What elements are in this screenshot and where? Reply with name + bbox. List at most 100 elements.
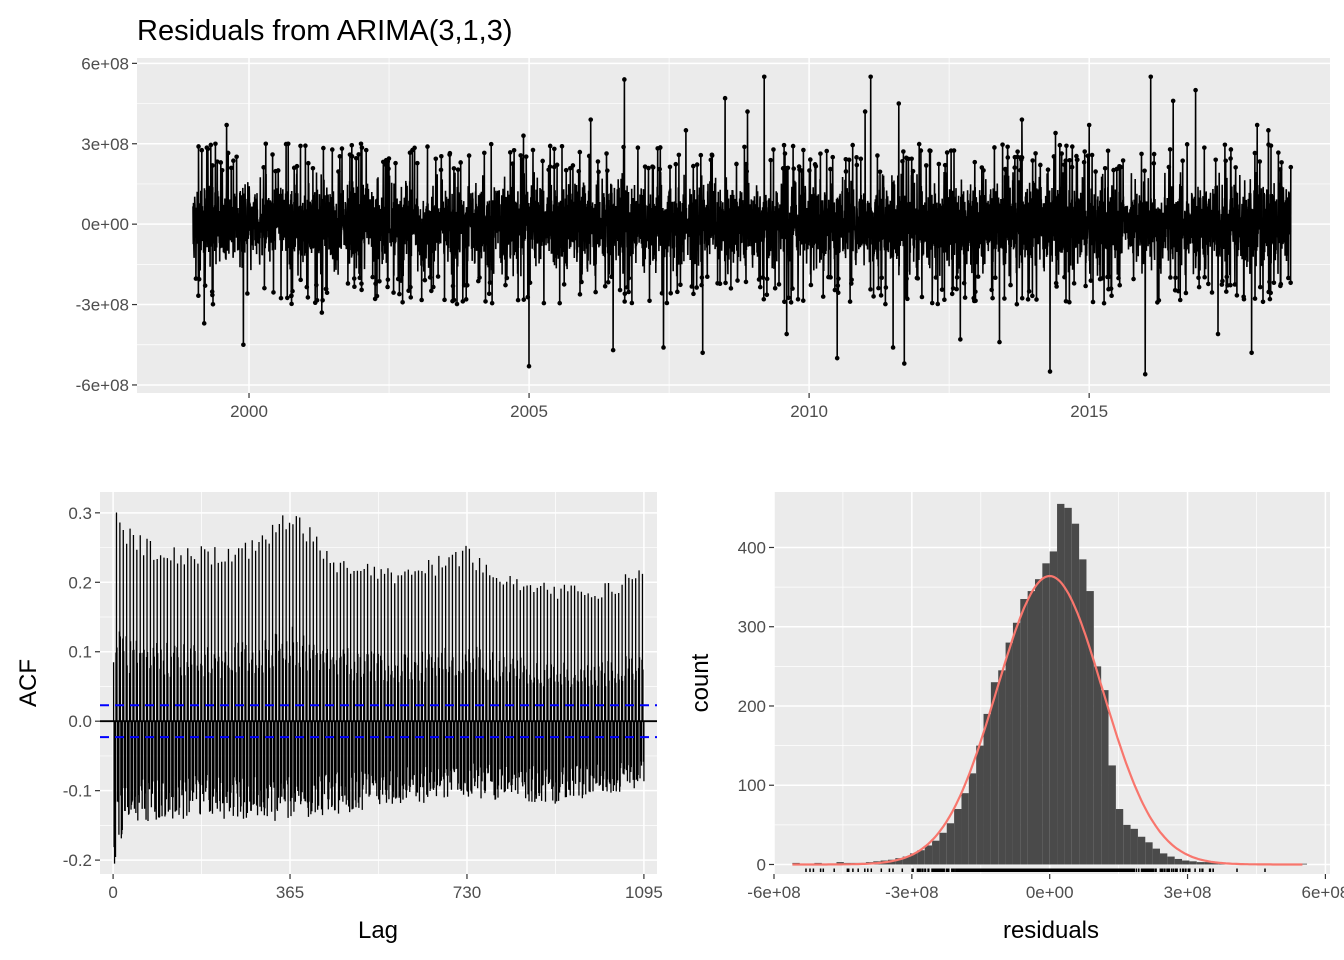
residual-point [664, 300, 670, 306]
residual-point [734, 161, 739, 167]
residual-point [547, 164, 553, 169]
residual-point [482, 150, 487, 156]
residual-point [1038, 162, 1043, 168]
residual-point [768, 157, 773, 163]
residual-point [828, 275, 833, 280]
residual-point [278, 295, 284, 301]
residual-point [451, 297, 457, 303]
residual-point [1082, 149, 1088, 154]
residual-point [772, 285, 778, 291]
residual-point [604, 151, 609, 156]
residual-point [398, 278, 404, 283]
residual-point [1184, 142, 1190, 147]
residual-point [324, 290, 330, 296]
residual-point [477, 275, 482, 280]
residual-point [1053, 130, 1058, 136]
residual-point [790, 143, 796, 149]
y-tick-label: 3e+08 [81, 135, 129, 154]
residual-point [196, 144, 201, 149]
y-tick-label: 0e+00 [81, 215, 129, 234]
residual-point [824, 148, 830, 154]
residual-point [455, 167, 461, 172]
residual-point [954, 286, 959, 292]
residual-point [973, 298, 978, 304]
residual-point [610, 347, 616, 353]
residual-point [1167, 147, 1173, 152]
residual-point [743, 279, 749, 285]
residual-point [975, 274, 981, 279]
residual-point [205, 146, 211, 152]
residual-point [1005, 155, 1011, 160]
residual-point [722, 95, 728, 101]
residual-point [351, 276, 357, 281]
residual-point [629, 300, 635, 306]
histogram-bar [1071, 523, 1080, 865]
residual-point [1054, 284, 1059, 289]
residual-point [431, 284, 436, 290]
residual-point [210, 292, 215, 298]
residual-point [782, 151, 788, 156]
residual-point [1170, 98, 1176, 104]
residual-point [298, 143, 303, 149]
residual-point [530, 147, 536, 153]
residual-point [1168, 275, 1173, 280]
residual-point [1278, 281, 1284, 287]
residual-point [552, 146, 557, 152]
residual-point [972, 159, 978, 165]
residual-point [352, 284, 357, 290]
residual-point [319, 310, 325, 315]
residual-point [990, 295, 995, 301]
histogram-bar [1182, 860, 1190, 865]
residual-point [1033, 151, 1038, 156]
residual-point [668, 290, 674, 296]
histogram-bar [1174, 858, 1183, 865]
residual-point [901, 149, 906, 154]
residual-point [1249, 350, 1254, 356]
residual-point [271, 290, 276, 295]
residual-point [547, 143, 553, 149]
histogram-bar [932, 840, 940, 865]
residual-point [757, 284, 763, 290]
residual-point [764, 276, 770, 282]
residual-point [1101, 300, 1107, 306]
residual-point [905, 296, 910, 302]
residual-point [602, 283, 608, 289]
residual-point [306, 160, 311, 166]
residual-point [808, 282, 814, 288]
residual-point [464, 283, 470, 288]
residual-point [813, 163, 819, 169]
residual-point [1209, 290, 1215, 295]
residual-point [904, 276, 909, 282]
residual-point [210, 163, 215, 168]
residual-point [771, 147, 776, 152]
residual-point [843, 156, 849, 162]
residual-point [786, 295, 791, 301]
residual-point [349, 142, 355, 148]
residual-point [760, 275, 766, 280]
histogram-bar [1093, 666, 1102, 865]
histogram-panel: 0 100 200 300 400 -6e+08 -3e+08 0e+00 3e+08 6e+0… [687, 492, 1344, 944]
histogram-bar [1049, 551, 1058, 865]
residual-point [617, 287, 623, 293]
residual-point [683, 128, 689, 133]
residual-point [850, 142, 855, 148]
residual-point [208, 142, 214, 148]
residual-point [290, 288, 295, 294]
residual-point [1026, 289, 1032, 294]
histogram-bar [954, 809, 962, 865]
residual-point [1105, 148, 1111, 154]
histogram-bar [998, 670, 1006, 865]
residual-point [626, 275, 632, 281]
residual-point [438, 167, 444, 173]
residual-point [896, 101, 902, 106]
residual-point [708, 157, 714, 163]
residual-point [1015, 149, 1020, 154]
residual-point [764, 292, 770, 298]
residual-point [1241, 296, 1247, 302]
residual-point [1173, 275, 1178, 281]
residual-point [427, 275, 433, 280]
residual-point [1202, 274, 1207, 280]
histogram-bar [1034, 579, 1043, 865]
y-tick-label: -0.1 [63, 782, 92, 801]
residual-point [349, 154, 355, 159]
